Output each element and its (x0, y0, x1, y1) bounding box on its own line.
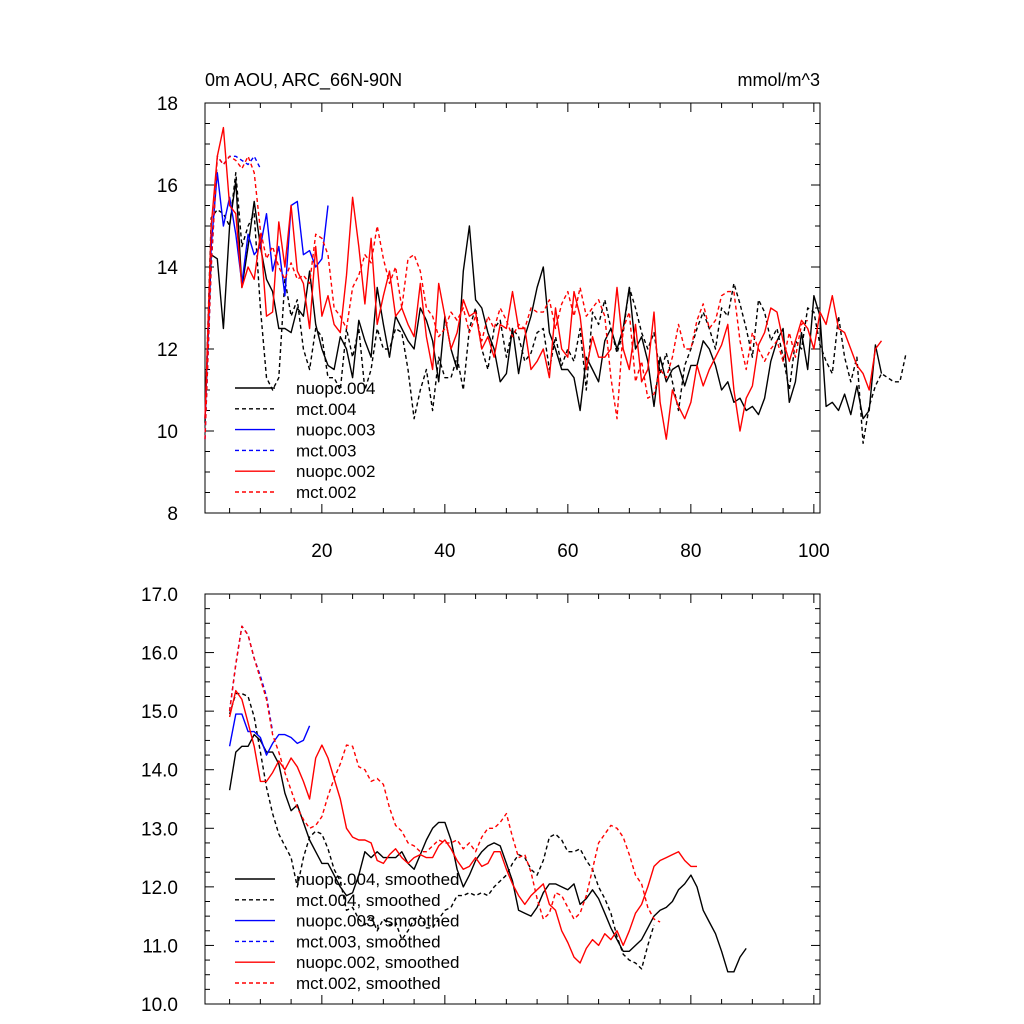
legend-label: nuopc.004, smoothed (296, 870, 460, 889)
bottom-axes: 10.0 11.0 12.0 13.0 14.0 15.0 16.0 17.0 (141, 585, 820, 1016)
y-tick-label: 16.0 (141, 644, 178, 665)
y-tick-label: 10.0 (141, 995, 178, 1016)
top-chart-title: 0m AOU, ARC_66N-90N (205, 70, 402, 91)
y-tick-label: 17.0 (141, 585, 178, 606)
y-tick-label: 13.0 (141, 819, 178, 840)
x-tick-label: 80 (680, 541, 701, 562)
series-line-nuopc-002 (204, 126, 883, 440)
top-series-group (204, 126, 907, 444)
series-line-nuopc-003-smoothed (228, 713, 311, 756)
series-line-nuopc-002-smoothed (228, 689, 697, 964)
series-line-nuopc-004 (204, 180, 883, 420)
series-line-nuopc-004-smoothed (228, 733, 747, 973)
series-line-mct-004-smoothed (228, 692, 655, 970)
legend-label: mct.004 (296, 400, 356, 419)
legend-label: mct.003, smoothed (296, 932, 441, 951)
x-tick-label: 40 (434, 541, 455, 562)
y-tick-label: 14.0 (141, 761, 178, 782)
legend-label: nuopc.003 (296, 421, 375, 440)
x-tick-label: 100 (798, 541, 830, 562)
y-tick-label: 11.0 (142, 936, 178, 957)
bottom-series-group (228, 625, 747, 973)
y-tick-label: 16 (157, 176, 178, 197)
legend-label: nuopc.003, smoothed (296, 912, 460, 931)
x-tick-label: 60 (557, 541, 578, 562)
y-tick-label: 10 (157, 422, 178, 443)
legend-label: mct.002, smoothed (296, 974, 441, 993)
bottom-legend: nuopc.004, smoothed mct.004, smoothed nuop… (235, 870, 460, 993)
y-tick-label: 12 (157, 340, 178, 361)
legend-label: nuopc.002, smoothed (296, 953, 460, 972)
x-tick-label: 20 (311, 541, 332, 562)
top-axes: 8 10 12 14 16 18 20 40 60 80 100 (157, 94, 830, 562)
legend-label: nuopc.004 (296, 379, 375, 398)
legend-label: mct.002 (296, 483, 356, 502)
y-tick-label: 8 (167, 504, 178, 525)
legend-label: mct.004, smoothed (296, 891, 441, 910)
top-chart-units: mmol/m^3 (738, 70, 820, 90)
top-panel: 0m AOU, ARC_66N-90N mmol/m^3 8 10 12 14 16 18… (157, 70, 907, 562)
y-tick-label: 18 (157, 94, 178, 115)
series-line-nuopc-003 (204, 171, 329, 419)
series-line-mct-002 (204, 155, 809, 440)
y-tick-label: 14 (157, 258, 179, 279)
y-tick-label: 15.0 (141, 702, 178, 723)
legend-label: nuopc.002 (296, 462, 375, 481)
legend-label: mct.003 (296, 441, 356, 460)
y-tick-label: 12.0 (141, 878, 178, 899)
bottom-panel: 10.0 11.0 12.0 13.0 14.0 15.0 16.0 17.0 nuopc.0… (141, 585, 821, 1016)
